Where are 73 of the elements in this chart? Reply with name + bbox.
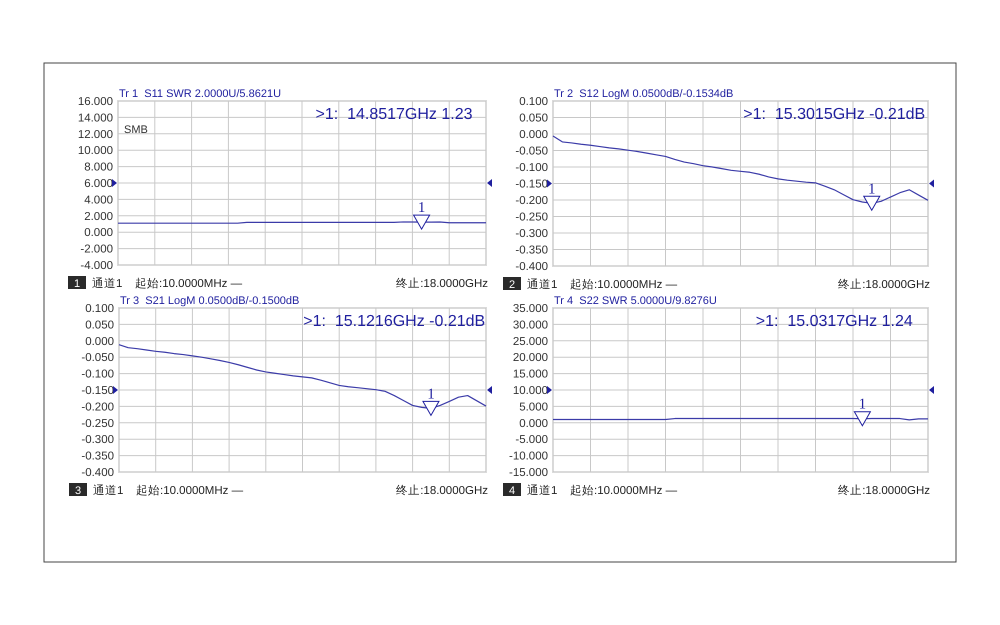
text: 终止:18.0000GHz — [838, 278, 930, 291]
y-tick-label: -0.350 — [515, 244, 548, 257]
y-tick-label: 0.000 — [84, 227, 113, 240]
y-tick-label: 5.000 — [519, 401, 548, 414]
annotation: >1: 15.0317GHz 1.24 — [756, 313, 913, 330]
text: 通道1 — [527, 484, 558, 497]
y-tick-label: -4.000 — [80, 260, 113, 272]
text: 1 — [74, 278, 80, 290]
y-tick-label: 0.100 — [519, 96, 548, 108]
y-tick-label: 10.000 — [78, 145, 113, 158]
text: 4 — [508, 485, 516, 497]
y-tick-label: 0.050 — [85, 319, 114, 332]
y-tick-label: 14.000 — [78, 112, 113, 124]
chart-title: Tr 3 S21 LogM 0.0500dB/-0.1500dB — [120, 295, 300, 307]
y-tick-label: 20.000 — [512, 352, 548, 364]
y-tick-label: -0.100 — [515, 162, 548, 174]
y-tick-label: 0.100 — [85, 303, 114, 316]
y-tick-label: 2.000 — [84, 210, 113, 223]
annotation: 1 — [858, 396, 866, 413]
annotation: >1: 15.3015GHz -0.21dB — [743, 106, 926, 123]
annotation: 1 — [868, 181, 876, 198]
text: 通道1 — [92, 277, 122, 290]
y-tick-label: 8.000 — [84, 162, 113, 174]
y-tick-label: -0.250 — [515, 212, 548, 224]
annotation: >1: 14.8517GHz 1.23 — [316, 106, 473, 123]
y-tick-label: -0.200 — [81, 401, 114, 414]
y-tick-label: -0.400 — [81, 467, 114, 480]
annotation: 1 — [427, 386, 435, 402]
y-tick-label: -2.000 — [80, 244, 113, 256]
y-tick-label: -0.100 — [81, 368, 114, 381]
chart-title: Tr 1 S11 SWR 2.0000U/5.8621U — [119, 88, 282, 100]
y-tick-label: -10.000 — [508, 450, 548, 463]
y-tick-label: 4.000 — [84, 194, 113, 206]
y-tick-label: -0.300 — [515, 228, 548, 240]
y-tick-label: -0.350 — [81, 450, 114, 463]
y-tick-label: -15.000 — [508, 467, 548, 480]
y-tick-label: 30.000 — [512, 319, 548, 332]
y-tick-label: 15.000 — [512, 368, 548, 381]
text: 起始:10.0000MHz — — [570, 278, 678, 291]
y-tick-label: 35.000 — [512, 303, 548, 316]
y-tick-label: 0.050 — [519, 112, 548, 125]
y-tick-label: -0.300 — [81, 434, 114, 446]
y-tick-label: 16.000 — [78, 96, 113, 108]
y-tick-label: 0.000 — [519, 129, 548, 142]
text: 终止:18.0000GHz — [396, 277, 488, 290]
text: 3 — [74, 485, 82, 497]
y-tick-label: 0.000 — [85, 336, 114, 348]
y-tick-label: -0.150 — [515, 178, 548, 191]
y-tick-label: -0.250 — [81, 418, 114, 430]
y-tick-label: -0.050 — [81, 352, 114, 364]
text: 终止:18.0000GHz — [838, 484, 930, 497]
y-tick-label: -0.050 — [515, 146, 548, 158]
y-tick-label: 25.000 — [512, 336, 548, 348]
chart-title: Tr 2 S12 LogM 0.0500dB/-0.1534dB — [554, 88, 734, 100]
y-tick-label: 12.000 — [78, 128, 113, 141]
chart-title: Tr 4 S22 SWR 5.0000U/9.8276U — [554, 295, 717, 307]
text: 起始:10.0000MHz — — [136, 484, 244, 497]
y-tick-label: 0.000 — [519, 418, 548, 430]
text: 起始:10.0000MHz — — [135, 277, 243, 290]
y-tick-label: 6.000 — [84, 178, 113, 190]
text: 通道1 — [527, 278, 558, 291]
y-tick-label: -5.000 — [515, 434, 548, 446]
text: 终止:18.0000GHz — [396, 484, 488, 497]
text: 通道1 — [93, 484, 124, 497]
text: 起始:10.0000MHz — — [570, 484, 678, 497]
annotation: 1 — [418, 200, 426, 216]
annotation: SMB — [124, 124, 148, 136]
text: 2 — [508, 279, 516, 291]
y-tick-label: 10.000 — [512, 385, 548, 398]
y-tick-label: -0.200 — [515, 195, 548, 208]
annotation: >1: 15.1216GHz -0.21dB — [303, 313, 486, 330]
y-tick-label: -0.150 — [81, 385, 114, 398]
y-tick-label: -0.400 — [515, 261, 548, 274]
